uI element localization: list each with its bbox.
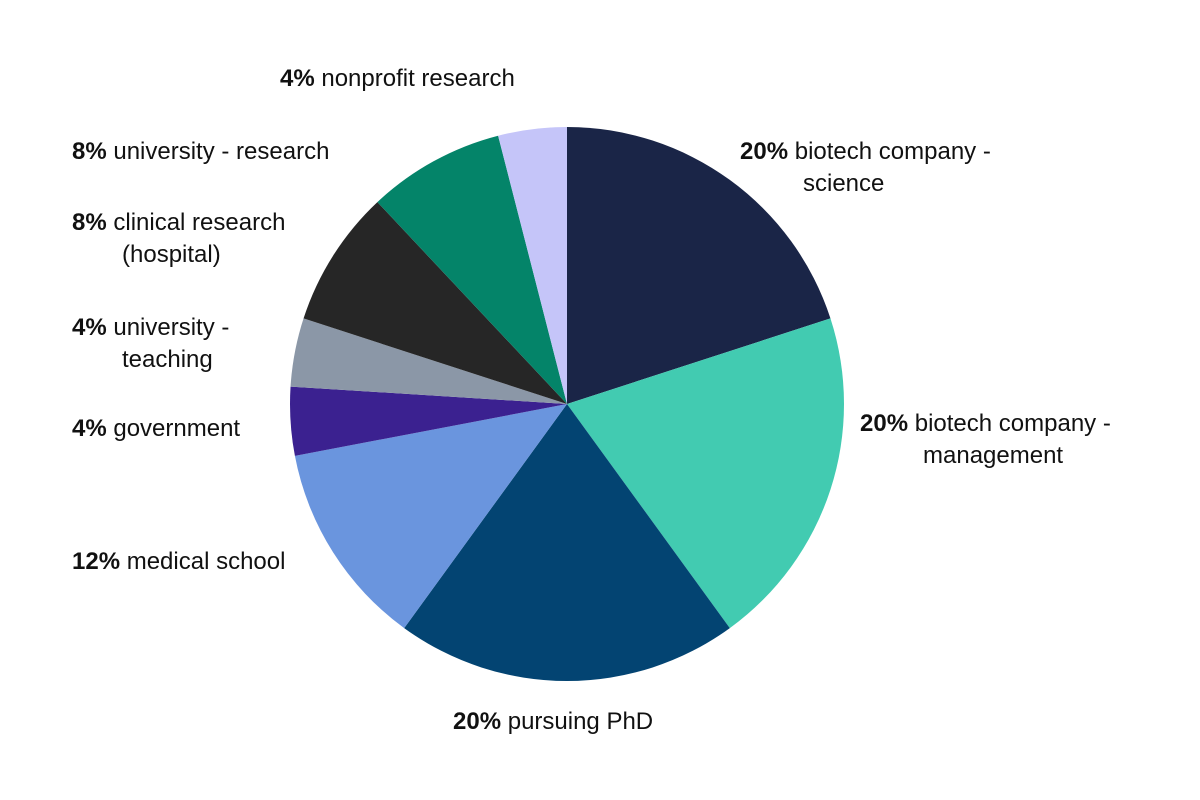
label-university-teaching: 4% university - teaching: [72, 312, 229, 376]
text-university-research: university - research: [113, 138, 330, 165]
text-nonprofit-research: nonprofit research: [321, 65, 515, 92]
pie-slice-university-teaching: [290, 318, 567, 404]
label-university-research: 8% university - research: [72, 136, 329, 168]
pie-slice-government: [290, 386, 567, 456]
text-medical-school: medical school: [126, 548, 286, 575]
pie-slice-biotech-science: [567, 127, 831, 404]
pct-government: 4%: [72, 415, 107, 442]
text-biotech-science: biotech company -: [794, 138, 991, 165]
label-nonprofit-research: 4% nonprofit research: [280, 63, 515, 95]
pie-slice-phd: [404, 404, 730, 682]
text-university-teaching: university -: [113, 314, 230, 341]
text2-biotech-management: management: [923, 442, 1064, 469]
pct-university-teaching: 4%: [72, 314, 107, 341]
pie-slice-biotech-management: [567, 318, 844, 629]
label-biotech-management: 20% biotech company - management: [860, 408, 1111, 472]
text2-clinical-research: (hospital): [122, 241, 221, 268]
text2-biotech-science: science: [803, 170, 885, 197]
label-clinical-research: 8% clinical research (hospital): [72, 207, 285, 271]
pct-phd: 20%: [453, 708, 502, 735]
pct-university-research: 8%: [72, 138, 107, 165]
text-phd: pursuing PhD: [507, 708, 654, 735]
text-clinical-research: clinical research: [113, 209, 286, 236]
label-medical-school: 12% medical school: [72, 546, 285, 578]
pie-slice-nonprofit-research: [498, 127, 567, 404]
pct-biotech-science: 20%: [740, 138, 789, 165]
label-government: 4% government: [72, 413, 240, 445]
text2-university-teaching: teaching: [122, 346, 213, 373]
text-government: government: [113, 415, 241, 442]
pct-medical-school: 12%: [72, 548, 121, 575]
pct-nonprofit-research: 4%: [280, 65, 315, 92]
text-biotech-management: biotech company -: [914, 410, 1111, 437]
label-phd: 20% pursuing PhD: [453, 706, 653, 738]
pct-clinical-research: 8%: [72, 209, 107, 236]
pie-slice-university-research: [377, 135, 567, 404]
pct-biotech-management: 20%: [860, 410, 909, 437]
label-biotech-science: 20% biotech company - science: [740, 136, 991, 200]
pie-slice-medical-school: [294, 404, 567, 629]
pie-slice-clinical-research: [303, 202, 567, 404]
